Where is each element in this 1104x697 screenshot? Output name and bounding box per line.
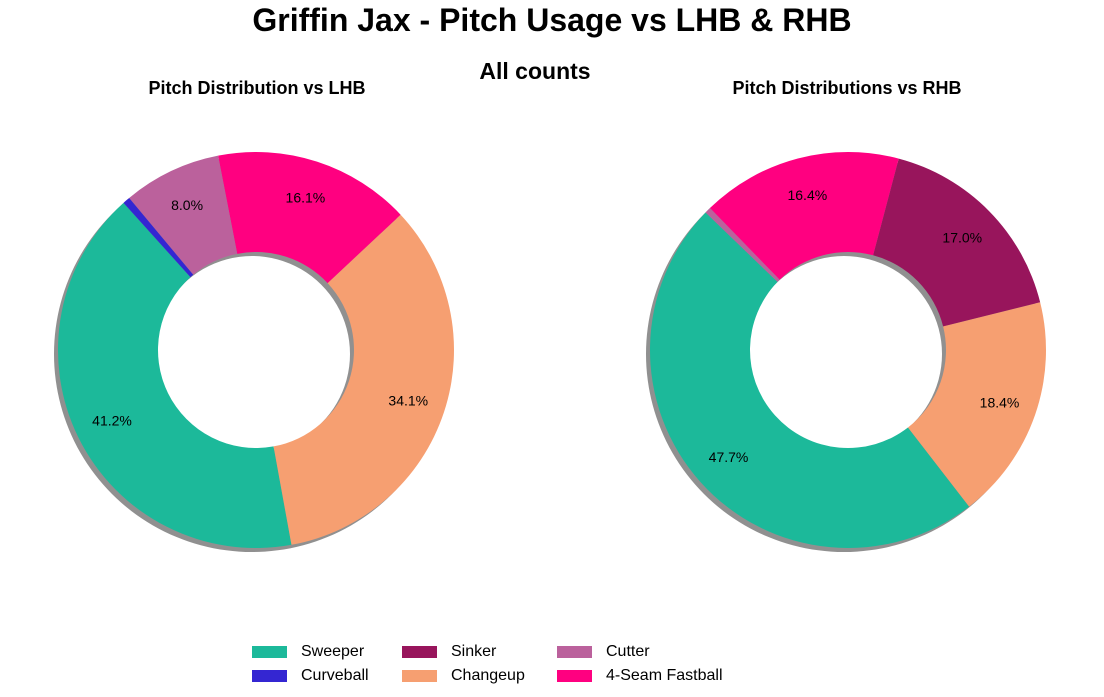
legend-swatch-sinker bbox=[402, 646, 437, 658]
lhb-slice-4-seam-fastball bbox=[218, 152, 401, 284]
legend-item-cutter: Cutter bbox=[557, 640, 650, 664]
lhb-label-4-seam-fastball: 16.1% bbox=[286, 189, 326, 205]
legend-swatch-curveball bbox=[252, 670, 287, 682]
rhb-slice-changeup bbox=[907, 302, 1046, 507]
legend-swatch-sweeper bbox=[252, 646, 287, 658]
legend-label-curveball: Curveball bbox=[301, 667, 369, 684]
lhb-label-sweeper: 41.2% bbox=[92, 413, 132, 429]
legend-label-sinker: Sinker bbox=[451, 643, 497, 660]
lhb-label-cutter: 8.0% bbox=[171, 197, 203, 213]
rhb-label-4-seam-fastball: 16.4% bbox=[787, 187, 827, 203]
rhb-label-sinker: 17.0% bbox=[942, 229, 982, 245]
donut-rhb: 47.7% 18.4% 17.0% 16.4% bbox=[645, 151, 1046, 553]
rhb-label-sweeper: 47.7% bbox=[709, 449, 749, 465]
rhb-slice-cutter bbox=[705, 208, 780, 282]
legend-item-changeup: Changeup bbox=[402, 664, 525, 688]
rhb-slice-sinker bbox=[873, 158, 1041, 327]
legend-item-4-seam-fastball: 4-Seam Fastball bbox=[557, 664, 723, 688]
legend-swatch-cutter bbox=[557, 646, 592, 658]
rhb-slice-sweeper bbox=[650, 212, 970, 548]
donut-lhb: 41.2% 34.1% 16.1% 8.0% bbox=[54, 152, 454, 553]
legend-item-sinker: Sinker bbox=[402, 640, 496, 664]
legend-item-sweeper: Sweeper bbox=[252, 640, 364, 664]
rhb-slice-4-seam-fastball bbox=[709, 151, 899, 280]
rhb-label-changeup: 18.4% bbox=[980, 395, 1020, 411]
legend-label-changeup: Changeup bbox=[451, 667, 525, 684]
legend-item-curveball: Curveball bbox=[252, 664, 369, 688]
legend: Sweeper Curveball Sinker Changeup Cutter 4-Se… bbox=[252, 640, 892, 688]
legend-swatch-4-seam-fastball bbox=[557, 670, 592, 682]
legend-label-sweeper: Sweeper bbox=[301, 643, 365, 660]
lhb-slice-sweeper bbox=[57, 202, 292, 548]
lhb-slice-curveball bbox=[123, 197, 194, 278]
legend-swatch-changeup bbox=[402, 670, 437, 682]
lhb-label-changeup: 34.1% bbox=[388, 392, 428, 408]
main-title: Griffin Jax - Pitch Usage vs LHB & RHB bbox=[252, 2, 852, 38]
chart-title-rhb: Pitch Distributions vs RHB bbox=[732, 78, 962, 98]
chart-title-lhb: Pitch Distribution vs LHB bbox=[148, 78, 366, 98]
lhb-slice-changeup bbox=[273, 214, 454, 545]
legend-label-cutter: Cutter bbox=[606, 643, 650, 660]
lhb-slice-cutter bbox=[129, 155, 238, 275]
legend-label-4-seam-fastball: 4-Seam Fastball bbox=[606, 667, 723, 684]
subtitle: All counts bbox=[479, 58, 591, 84]
